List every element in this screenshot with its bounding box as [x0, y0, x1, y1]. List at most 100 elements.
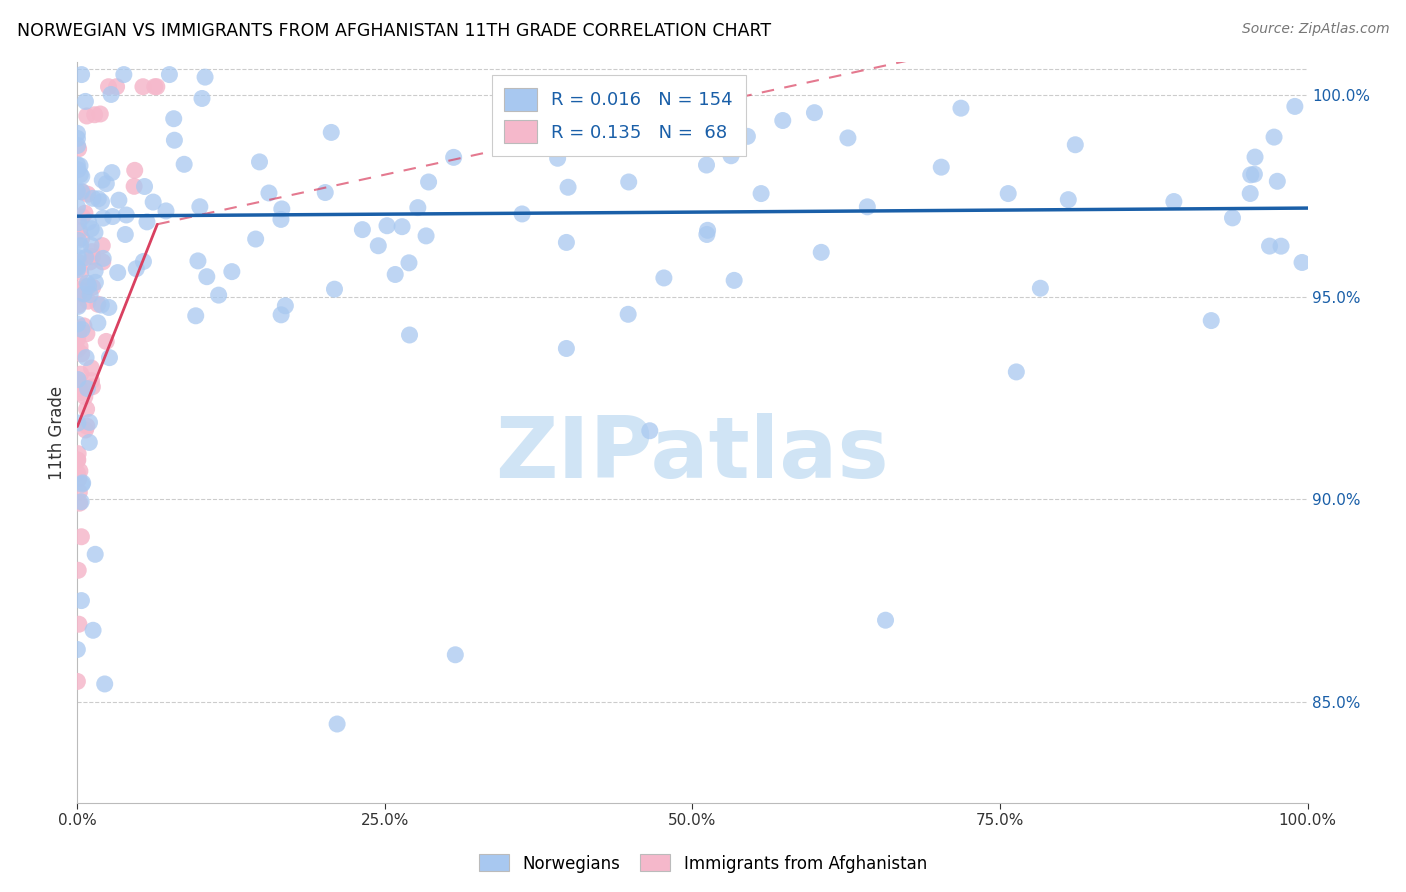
Point — [76, 187, 98, 202]
Point — [617, 175, 640, 189]
Point — [555, 235, 578, 250]
Point — [352, 222, 374, 236]
Point — [70, 68, 93, 82]
Point — [105, 79, 128, 94]
Point — [79, 287, 101, 301]
Point — [163, 112, 186, 126]
Point — [66, 138, 89, 153]
Point — [67, 162, 90, 177]
Point — [107, 266, 129, 280]
Point — [194, 70, 217, 84]
Point — [75, 423, 97, 437]
Point — [70, 477, 93, 491]
Point — [195, 269, 218, 284]
Point — [82, 250, 104, 264]
Point — [72, 475, 94, 490]
Point — [124, 163, 146, 178]
Point — [69, 283, 91, 297]
Point — [66, 185, 89, 199]
Point — [69, 238, 91, 252]
Point — [76, 109, 98, 123]
Point — [76, 402, 98, 417]
Point — [66, 343, 89, 357]
Point — [80, 244, 103, 259]
Point — [856, 200, 879, 214]
Text: ZIPatlas: ZIPatlas — [495, 413, 890, 496]
Point — [723, 273, 745, 287]
Point — [67, 617, 90, 632]
Point — [695, 158, 717, 172]
Point — [70, 322, 93, 336]
Legend: Norwegians, Immigrants from Afghanistan: Norwegians, Immigrants from Afghanistan — [472, 847, 934, 880]
Point — [146, 79, 169, 94]
Point — [134, 179, 156, 194]
Point — [132, 254, 155, 268]
Point — [1263, 130, 1285, 145]
Point — [66, 317, 89, 331]
Point — [101, 165, 124, 179]
Point — [97, 79, 120, 94]
Point — [187, 253, 209, 268]
Point — [443, 150, 465, 164]
Point — [66, 282, 89, 296]
Point — [80, 361, 103, 376]
Point — [67, 233, 90, 247]
Point — [314, 186, 336, 200]
Point — [66, 453, 89, 467]
Point — [66, 287, 89, 301]
Point — [77, 215, 100, 229]
Point — [66, 200, 89, 214]
Point — [125, 261, 148, 276]
Point — [66, 674, 89, 689]
Point — [70, 494, 93, 508]
Point — [70, 530, 93, 544]
Point — [67, 255, 90, 269]
Point — [617, 307, 640, 321]
Point — [100, 87, 122, 102]
Point — [91, 238, 114, 252]
Point — [67, 298, 90, 312]
Point — [696, 227, 718, 242]
Point — [89, 107, 111, 121]
Point — [143, 79, 166, 94]
Point — [67, 485, 90, 500]
Point — [675, 122, 697, 136]
Point — [557, 180, 579, 194]
Point — [737, 129, 759, 144]
Point — [84, 276, 107, 290]
Point — [398, 328, 420, 343]
Point — [97, 301, 120, 315]
Point — [997, 186, 1019, 201]
Point — [155, 203, 177, 218]
Point — [67, 373, 90, 387]
Point — [803, 105, 825, 120]
Point — [506, 88, 529, 103]
Point — [415, 228, 437, 243]
Point — [720, 149, 742, 163]
Point — [391, 219, 413, 234]
Point — [1163, 194, 1185, 209]
Point — [249, 155, 271, 169]
Point — [79, 435, 101, 450]
Point — [69, 367, 91, 381]
Point — [1258, 239, 1281, 253]
Point — [75, 279, 97, 293]
Point — [115, 208, 138, 222]
Point — [90, 194, 112, 209]
Point — [69, 339, 91, 353]
Point — [810, 245, 832, 260]
Point — [499, 140, 522, 154]
Point — [375, 219, 398, 233]
Point — [69, 224, 91, 238]
Point — [70, 169, 93, 184]
Point — [1199, 313, 1222, 327]
Point — [929, 160, 952, 174]
Point — [1222, 211, 1244, 225]
Point — [79, 255, 101, 269]
Point — [221, 265, 243, 279]
Point — [90, 298, 112, 312]
Point — [83, 108, 105, 122]
Point — [208, 288, 231, 302]
Point — [73, 206, 96, 220]
Point — [384, 268, 406, 282]
